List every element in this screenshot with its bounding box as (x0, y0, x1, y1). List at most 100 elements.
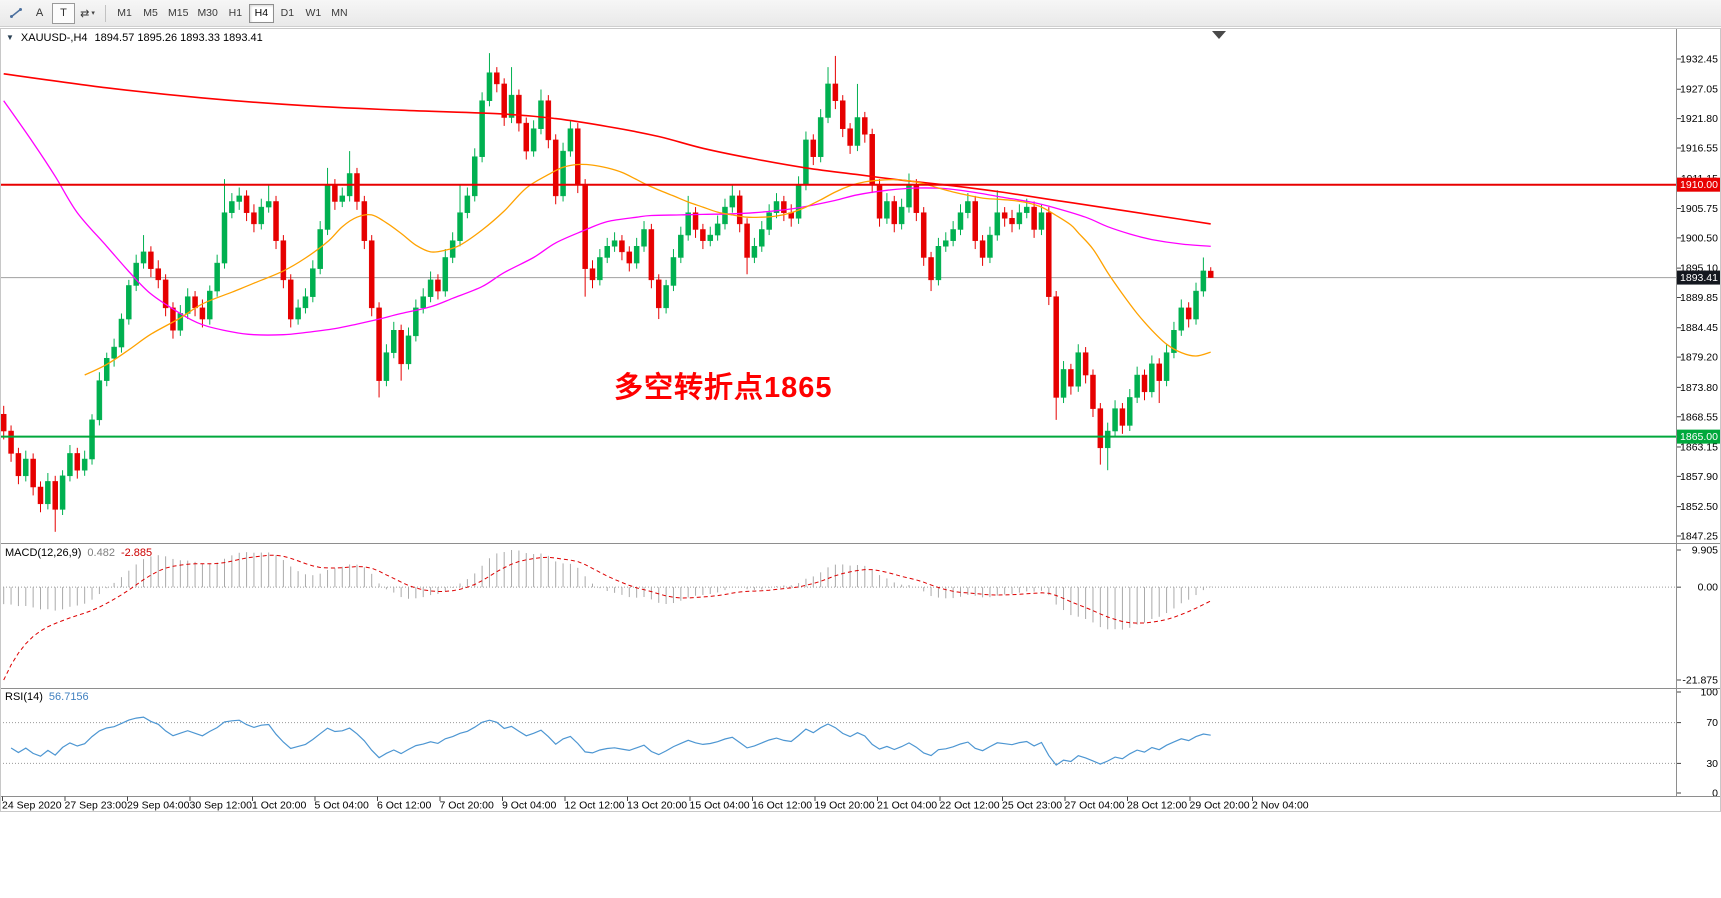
time-axis-label[interactable]: 6 Oct 12:00 (377, 800, 431, 812)
cycle-symbols-button[interactable]: ⇄ ▾ (76, 3, 99, 24)
time-axis-label[interactable]: 1 Oct 20:00 (252, 800, 306, 812)
timeframe-h1-button[interactable]: H1 (223, 4, 248, 23)
timeframe-m30-button[interactable]: M30 (193, 4, 221, 23)
candle-body (1156, 363, 1162, 381)
price-axis-label: 1868.55 (1680, 411, 1718, 423)
candle-body (633, 246, 640, 264)
timeframe-h4-button[interactable]: H4 (248, 3, 274, 23)
timeframe-m5-button[interactable]: M5 (138, 4, 163, 23)
timeframe-w1-button[interactable]: W1 (301, 4, 326, 23)
price-axis-label: 1927.05 (1680, 84, 1718, 96)
candle-body (589, 268, 596, 281)
chart-plot-area[interactable] (0, 28, 1676, 543)
candle-body (663, 285, 669, 309)
candle-body (751, 246, 758, 258)
candle-body (766, 212, 772, 230)
time-axis-label[interactable]: 27 Sep 23:00 (65, 800, 128, 812)
time-axis-label[interactable]: 27 Oct 04:00 (1065, 800, 1125, 812)
time-axis-label[interactable]: 24 Sep 2020 (2, 800, 62, 812)
candle-body (891, 201, 898, 225)
price-axis-label: 1884.45 (1680, 322, 1718, 334)
text-label-tool-button[interactable]: A (28, 3, 51, 24)
candle-body (957, 212, 964, 230)
ma-red-slow (3, 73, 1211, 225)
price-axis-label: 1921.80 (1680, 113, 1718, 125)
candle-body (1104, 430, 1111, 449)
time-axis-label[interactable]: 15 Oct 04:00 (690, 800, 750, 812)
time-axis-label[interactable]: 21 Oct 04:00 (877, 800, 937, 812)
candle-body (700, 229, 706, 241)
candle-body (619, 240, 625, 253)
candle-body (376, 307, 382, 381)
time-axis-label[interactable]: 7 Oct 20:00 (440, 800, 494, 812)
price-axis-label: 1847.25 (1680, 531, 1718, 543)
candle-body (538, 100, 544, 129)
candle-body (324, 184, 331, 230)
chart-title: ▼ XAUUSD-,H4 1894.57 1895.26 1893.33 189… (6, 32, 263, 44)
timeframe-mn-button[interactable]: MN (327, 4, 352, 23)
chart-canvas[interactable]: 1932.451927.051921.801916.551911.151905.… (0, 28, 1721, 812)
price-axis-label: 1863.15 (1680, 441, 1718, 453)
candle-body (1178, 307, 1185, 331)
candle-body (207, 290, 213, 320)
candle-body (508, 94, 515, 118)
candle-body (1127, 397, 1133, 426)
candle-body (935, 246, 942, 281)
price-axis-label: 1905.75 (1680, 203, 1718, 215)
candle-body (604, 246, 610, 258)
toolbar-separator (105, 4, 106, 22)
ma-magenta-mid (3, 100, 1211, 336)
time-axis-label[interactable]: 19 Oct 20:00 (815, 800, 875, 812)
candle-body (979, 240, 986, 258)
candle-body (655, 279, 662, 309)
candle-body (52, 481, 58, 510)
candle-body (427, 279, 434, 297)
time-axis-label[interactable]: 25 Oct 23:00 (1002, 800, 1062, 812)
candle-body (37, 486, 44, 505)
candle-body (111, 346, 117, 359)
candle-body (420, 296, 426, 309)
candle-body (59, 475, 66, 510)
candle-body (943, 240, 949, 247)
candle-body (560, 150, 566, 197)
timeframe-m15-button[interactable]: M15 (164, 4, 192, 23)
candle-body (530, 128, 537, 152)
candle-body (965, 201, 971, 213)
candle-body (81, 458, 88, 471)
time-axis-label[interactable]: 22 Oct 12:00 (940, 800, 1000, 812)
time-axis-label[interactable]: 30 Sep 12:00 (190, 800, 253, 812)
text-box-tool-button[interactable]: T (52, 2, 75, 24)
time-axis-label[interactable]: 29 Sep 04:00 (127, 800, 190, 812)
chart-shift-icon[interactable] (1212, 31, 1226, 39)
candle-body (265, 201, 272, 208)
time-axis-label[interactable]: 2 Nov 04:00 (1252, 800, 1309, 812)
candle-body (118, 318, 125, 348)
candle-body (692, 212, 699, 230)
time-axis-label[interactable]: 5 Oct 04:00 (315, 800, 369, 812)
time-axis-label[interactable]: 28 Oct 12:00 (1127, 800, 1187, 812)
time-axis-label[interactable]: 16 Oct 12:00 (752, 800, 812, 812)
one-click-trading-icon[interactable]: ▼ (6, 33, 14, 42)
trendline-icon (9, 8, 22, 18)
candle-body (1068, 369, 1074, 387)
candle-body (1090, 374, 1096, 409)
trendline-tool-button[interactable] (4, 3, 27, 24)
candle-body (803, 139, 809, 185)
timeframe-d1-button[interactable]: D1 (275, 4, 300, 23)
time-axis-label[interactable]: 9 Oct 04:00 (502, 800, 556, 812)
candle-body (685, 212, 691, 236)
candle-body (567, 128, 574, 152)
candle-body (575, 128, 581, 185)
candle-body (383, 352, 390, 381)
timeframe-m1-button[interactable]: M1 (112, 4, 137, 23)
candle-body (251, 212, 257, 225)
candle-body (464, 195, 471, 213)
candle-body (457, 212, 463, 241)
candle-body (361, 201, 368, 241)
rsi-axis-label: 70 (1706, 717, 1718, 729)
time-axis-label[interactable]: 29 Oct 20:00 (1190, 800, 1250, 812)
time-axis-label[interactable]: 12 Oct 12:00 (565, 800, 625, 812)
time-axis-label[interactable]: 13 Oct 20:00 (627, 800, 687, 812)
candle-body (74, 453, 81, 471)
candle-body (597, 257, 603, 281)
